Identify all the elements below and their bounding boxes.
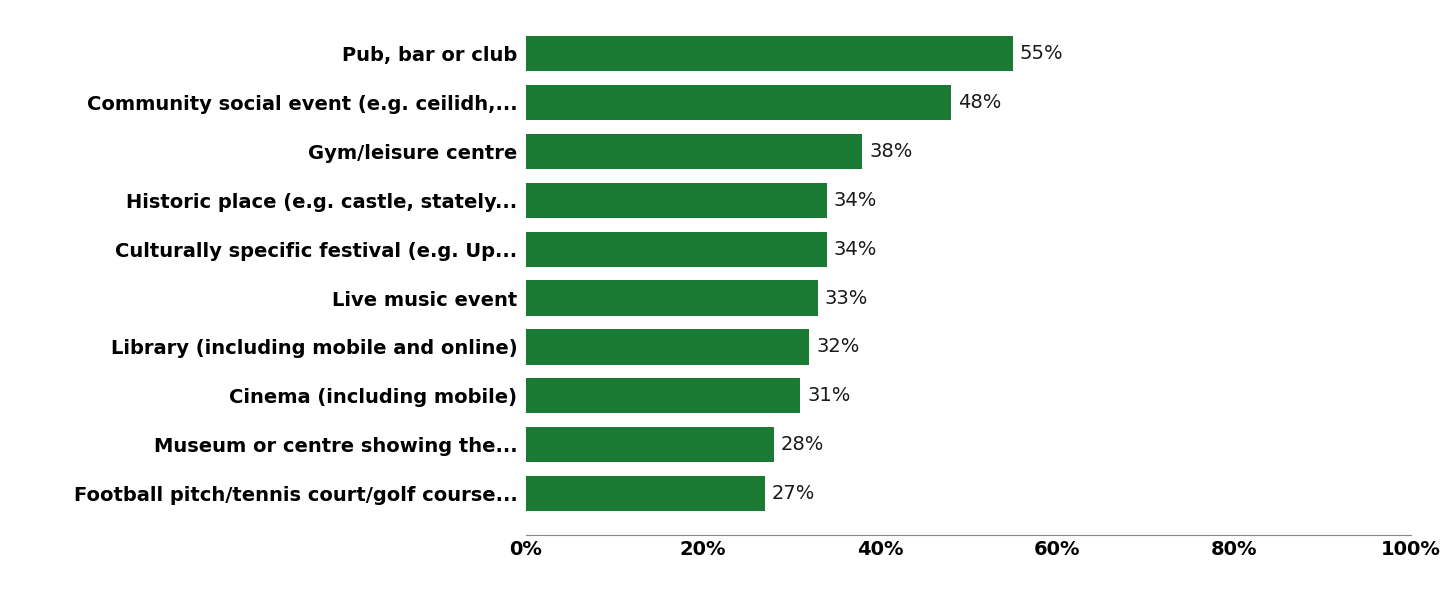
Text: 27%: 27% [772, 484, 815, 503]
Text: 34%: 34% [834, 240, 877, 258]
Bar [526, 330, 809, 365]
Bar [526, 280, 818, 316]
Text: 28%: 28% [780, 435, 824, 454]
Bar [526, 36, 1012, 71]
Bar [526, 476, 765, 511]
Bar [526, 134, 863, 169]
Text: 31%: 31% [808, 386, 851, 406]
Text: 33%: 33% [825, 289, 868, 308]
Text: 48%: 48% [958, 93, 1001, 112]
Bar [526, 378, 801, 413]
Text: 38%: 38% [870, 142, 913, 161]
Bar [526, 427, 773, 462]
Text: 34%: 34% [834, 191, 877, 210]
Text: 55%: 55% [1020, 44, 1063, 63]
Bar [526, 85, 950, 120]
Bar [526, 232, 827, 267]
Bar [526, 182, 827, 218]
Text: 32%: 32% [816, 337, 860, 356]
